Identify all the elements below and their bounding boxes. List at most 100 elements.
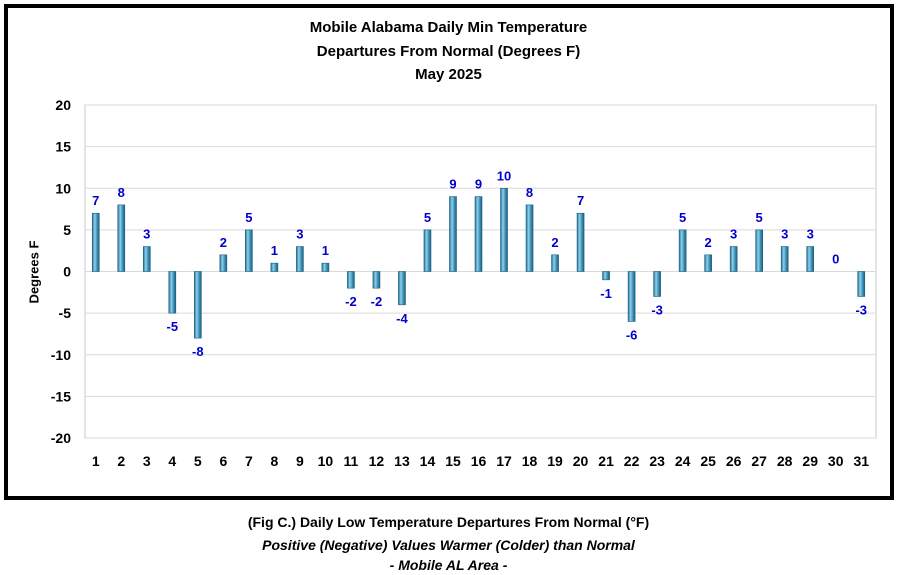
x-tick-label: 2	[117, 453, 125, 469]
data-label: 9	[449, 177, 456, 192]
x-tick-label: 11	[344, 453, 359, 469]
bar	[551, 254, 559, 272]
x-tick-label: 3	[143, 453, 151, 469]
caption-line-1: (Fig C.) Daily Low Temperature Departure…	[247, 514, 650, 530]
data-label: 1	[271, 243, 278, 258]
bar	[857, 271, 866, 297]
bar	[398, 271, 406, 306]
y-tick-label: 0	[63, 264, 71, 280]
data-label: 5	[679, 210, 686, 225]
bar	[500, 187, 508, 272]
data-label: -8	[192, 344, 204, 359]
bar	[321, 262, 330, 272]
x-tick-label: 17	[496, 453, 512, 469]
x-tick-label: 27	[751, 453, 767, 469]
bar	[525, 204, 534, 272]
y-tick-label: 20	[55, 97, 71, 113]
data-label: 3	[781, 227, 788, 242]
x-tick-label: 30	[828, 453, 844, 469]
data-label: 3	[730, 227, 737, 242]
x-tick-label: 22	[624, 453, 640, 469]
bar	[780, 246, 789, 272]
x-tick-label: 9	[296, 453, 304, 469]
data-label: 10	[497, 168, 511, 183]
data-label: -6	[626, 327, 638, 342]
bar	[117, 204, 126, 272]
bar	[142, 246, 151, 272]
x-tick-label: 14	[420, 453, 436, 469]
x-tick-label: 13	[394, 453, 410, 469]
bar	[627, 271, 636, 322]
data-label: 7	[92, 193, 99, 208]
data-label: 8	[118, 185, 125, 200]
bar	[576, 212, 585, 272]
data-label: 2	[220, 235, 227, 250]
data-label: -4	[396, 311, 408, 326]
data-label: -3	[651, 302, 663, 317]
x-tick-label: 4	[168, 453, 176, 469]
x-tick-label: 6	[219, 453, 227, 469]
x-tick-label: 8	[270, 453, 278, 469]
bar	[755, 229, 763, 272]
chart-frame	[4, 4, 894, 500]
x-tick-label: 23	[649, 453, 665, 469]
x-tick-label: 28	[777, 453, 793, 469]
y-tick-label: -20	[51, 430, 71, 446]
chart-title-line-1: Mobile Alabama Daily Min Temperature	[309, 19, 588, 36]
chart-title-line-3: May 2025	[415, 66, 482, 83]
x-tick-label: 1	[92, 453, 100, 469]
data-label: 5	[756, 210, 763, 225]
x-tick-label: 15	[445, 453, 461, 469]
data-label: -2	[345, 294, 357, 309]
y-tick-label: -5	[59, 305, 72, 321]
x-tick-label: 29	[802, 453, 818, 469]
chart-title-line-2: Departures From Normal (Degrees F)	[316, 43, 581, 60]
data-label: 8	[526, 185, 533, 200]
data-label: 7	[577, 193, 584, 208]
data-label: 1	[322, 243, 329, 258]
x-tick-label: 7	[245, 453, 253, 469]
x-tick-label: 21	[598, 453, 614, 469]
x-tick-label: 25	[700, 453, 716, 469]
bar	[423, 229, 432, 272]
bar	[474, 196, 483, 272]
bar	[219, 254, 228, 272]
bar	[806, 246, 815, 272]
x-tick-label: 10	[318, 453, 334, 469]
bar	[678, 229, 687, 272]
data-label: 5	[245, 210, 252, 225]
bar	[347, 271, 355, 289]
x-tick-label: 19	[547, 453, 563, 469]
x-tick-label: 24	[675, 453, 691, 469]
bar	[602, 271, 610, 281]
x-tick-label: 16	[471, 453, 487, 469]
y-tick-label: 10	[55, 180, 71, 196]
y-tick-label: -10	[51, 347, 71, 363]
caption-line-2: Positive (Negative) Values Warmer (Colde…	[262, 537, 635, 553]
bar	[449, 196, 457, 272]
x-tick-label: 18	[522, 453, 538, 469]
data-label: -3	[855, 302, 867, 317]
caption-line-3: - Mobile AL Area -	[389, 557, 508, 573]
bar	[296, 246, 304, 272]
bar	[704, 254, 712, 272]
x-tick-label: 20	[573, 453, 589, 469]
data-label: 9	[475, 177, 482, 192]
bar	[729, 246, 738, 272]
data-label: 3	[143, 227, 150, 242]
data-label: -1	[600, 286, 612, 301]
x-tick-label: 31	[853, 453, 869, 469]
bar	[91, 212, 100, 272]
x-tick-label: 12	[369, 453, 385, 469]
x-tick-label: 5	[194, 453, 202, 469]
data-label: -5	[167, 319, 179, 334]
bar	[168, 271, 177, 314]
bar	[194, 271, 202, 339]
data-label: 3	[807, 227, 814, 242]
x-tick-label: 26	[726, 453, 742, 469]
bar	[653, 271, 661, 297]
data-label: 2	[551, 235, 558, 250]
bar	[245, 229, 253, 272]
data-label: -2	[371, 294, 383, 309]
